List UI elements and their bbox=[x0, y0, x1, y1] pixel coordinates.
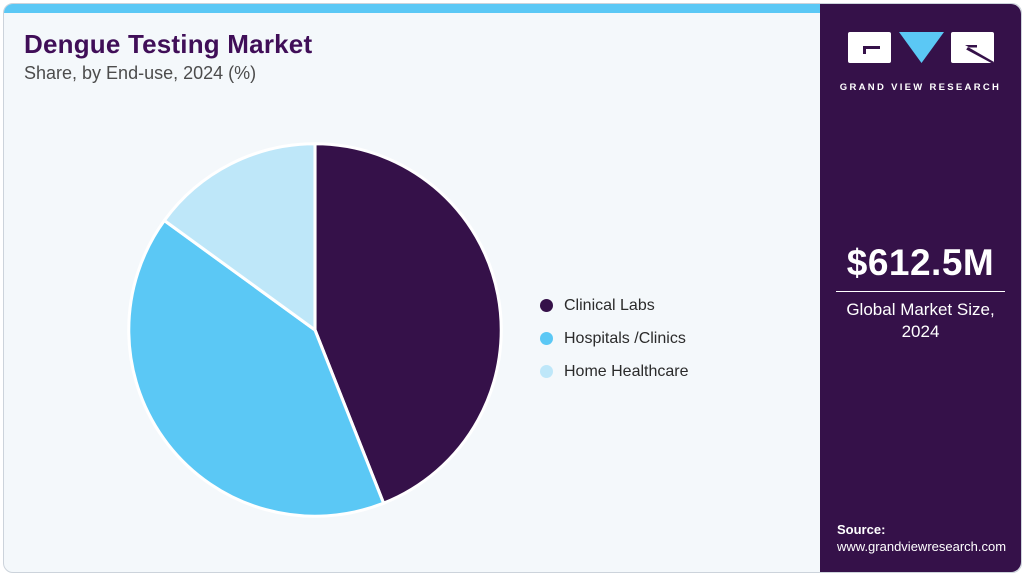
market-size-value: $612.5M bbox=[846, 242, 995, 283]
page-title: Dengue Testing Market bbox=[24, 29, 313, 59]
logo-v-triangle bbox=[898, 32, 944, 63]
infographic-card: Dengue Testing Market Share, by End-use,… bbox=[3, 3, 1022, 573]
market-size-block: $612.5M Global Market Size, 2024 bbox=[820, 242, 1021, 343]
legend-item-home-healthcare: Home Healthcare bbox=[540, 355, 689, 388]
legend-item-clinical-labs: Clinical Labs bbox=[540, 289, 689, 322]
pie-slice-home-healthcare bbox=[162, 142, 317, 332]
page-subtitle: Share, by End-use, 2024 (%) bbox=[24, 63, 257, 83]
header: Dengue Testing Market Share, by End-use,… bbox=[24, 29, 312, 84]
legend-label: Hospitals /Clinics bbox=[564, 329, 686, 347]
legend-label: Home Healthcare bbox=[564, 362, 689, 380]
legend-dot-hospitals-clinics bbox=[540, 332, 553, 345]
market-size-divider bbox=[836, 291, 1005, 292]
logo-r-glyph-bar bbox=[964, 45, 977, 48]
brand-name: GRAND VIEW RESEARCH bbox=[839, 82, 1002, 93]
pie-slice-hospitals-clinics bbox=[127, 218, 386, 518]
chart-legend: Clinical Labs Hospitals /Clinics Home He… bbox=[540, 289, 689, 388]
source-label: Source: bbox=[837, 521, 886, 537]
source-url-link[interactable]: www.grandviewresearch.com bbox=[837, 539, 1007, 555]
gvr-logo-icon bbox=[847, 32, 994, 64]
source-block: Source: www.grandviewresearch.com bbox=[837, 521, 1006, 556]
pie-slice-clinical-labs bbox=[313, 142, 503, 505]
brand-logo-block: GRAND VIEW RESEARCH bbox=[820, 29, 1021, 93]
brand-sidebar: GRAND VIEW RESEARCH $612.5M Global Marke… bbox=[820, 4, 1021, 572]
logo-r-glyph-leg bbox=[965, 47, 994, 64]
logo-g-glyph bbox=[862, 46, 880, 54]
legend-item-hospitals-clinics: Hospitals /Clinics bbox=[540, 322, 689, 355]
market-size-label: Global Market Size, 2024 bbox=[846, 300, 995, 342]
legend-label: Clinical Labs bbox=[564, 296, 655, 314]
top-accent-strip bbox=[4, 4, 820, 13]
legend-dot-clinical-labs bbox=[540, 299, 553, 312]
legend-dot-home-healthcare bbox=[540, 365, 553, 378]
pie-chart bbox=[123, 138, 507, 522]
